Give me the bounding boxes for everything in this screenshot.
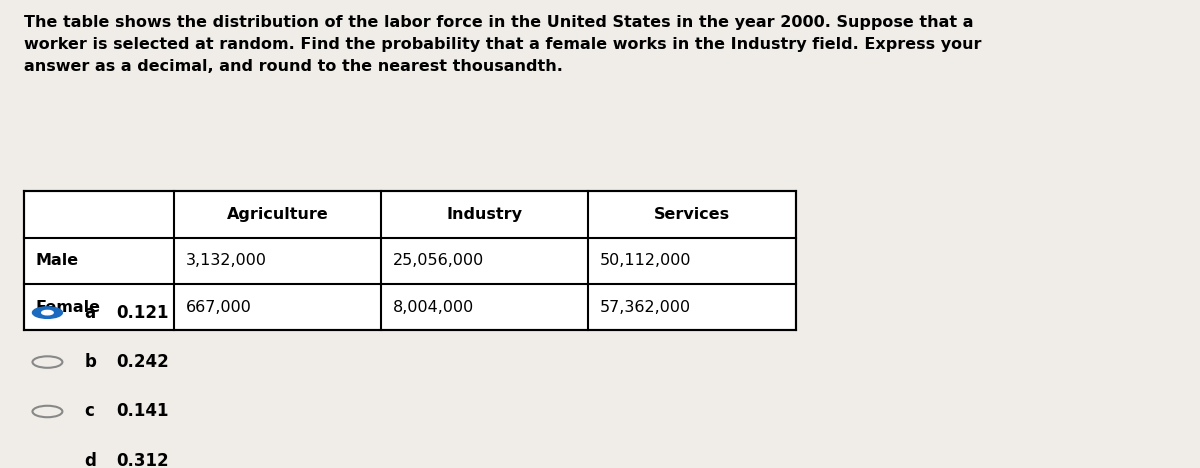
Circle shape <box>42 310 53 315</box>
Text: b: b <box>84 353 96 371</box>
Text: a: a <box>84 304 95 322</box>
Text: 667,000: 667,000 <box>186 300 252 314</box>
Text: 0.141: 0.141 <box>116 402 169 420</box>
Text: 0.312: 0.312 <box>116 452 169 468</box>
Text: Industry: Industry <box>446 207 523 222</box>
Text: The table shows the distribution of the labor force in the United States in the : The table shows the distribution of the … <box>24 15 982 74</box>
Text: 57,362,000: 57,362,000 <box>600 300 691 314</box>
Text: 25,056,000: 25,056,000 <box>392 253 484 268</box>
Text: Agriculture: Agriculture <box>227 207 329 222</box>
Circle shape <box>32 307 62 318</box>
Bar <box>24 191 796 330</box>
Text: Services: Services <box>654 207 730 222</box>
Text: 50,112,000: 50,112,000 <box>600 253 691 268</box>
Text: 0.242: 0.242 <box>116 353 169 371</box>
Text: 8,004,000: 8,004,000 <box>392 300 474 314</box>
Text: 3,132,000: 3,132,000 <box>186 253 266 268</box>
Text: d: d <box>84 452 96 468</box>
Text: Male: Male <box>36 253 79 268</box>
Text: c: c <box>84 402 94 420</box>
Text: Female: Female <box>36 300 101 314</box>
Text: 0.121: 0.121 <box>116 304 169 322</box>
